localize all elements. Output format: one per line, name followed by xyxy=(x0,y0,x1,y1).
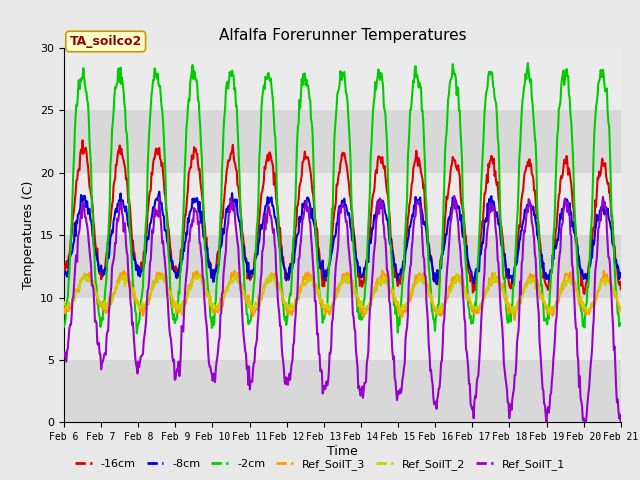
Bar xyxy=(64,48,621,110)
Text: TA_soilco2: TA_soilco2 xyxy=(70,35,142,48)
Bar xyxy=(64,173,621,235)
Title: Alfalfa Forerunner Temperatures: Alfalfa Forerunner Temperatures xyxy=(219,28,466,43)
Y-axis label: Temperatures (C): Temperatures (C) xyxy=(22,181,35,289)
X-axis label: Time: Time xyxy=(327,445,358,458)
Legend: -16cm, -8cm, -2cm, Ref_SoilT_3, Ref_SoilT_2, Ref_SoilT_1: -16cm, -8cm, -2cm, Ref_SoilT_3, Ref_Soil… xyxy=(70,455,570,474)
Bar xyxy=(64,298,621,360)
Bar xyxy=(64,110,621,173)
Bar xyxy=(64,235,621,298)
Bar xyxy=(64,360,621,422)
